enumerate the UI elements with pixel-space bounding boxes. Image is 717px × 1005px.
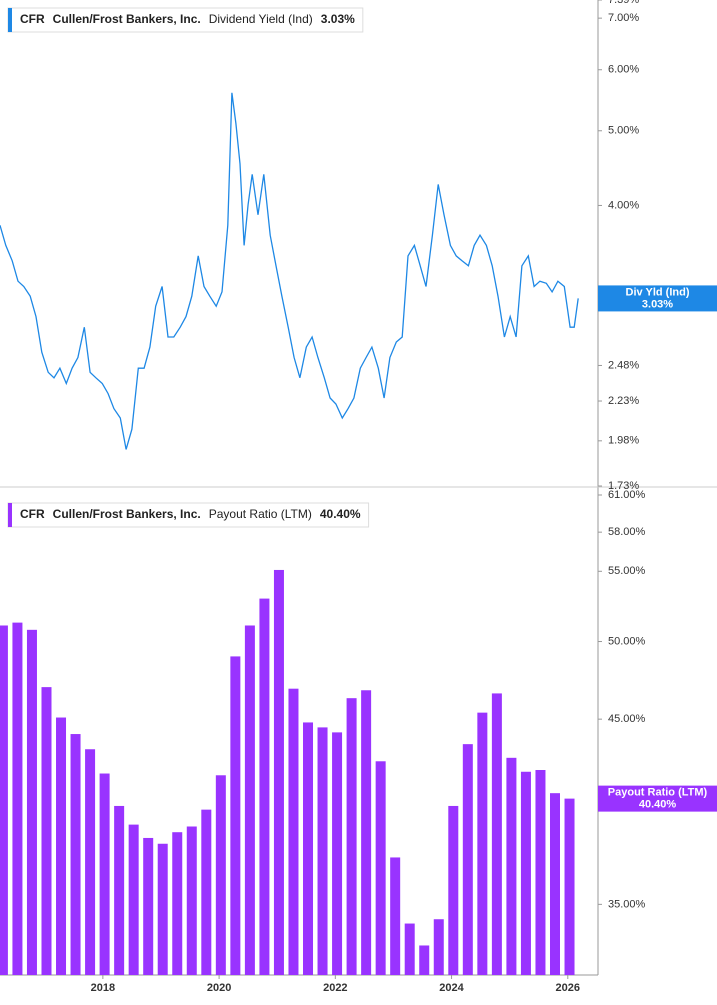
legend: CFR Cullen/Frost Bankers, Inc. Payout Rati… <box>7 502 370 528</box>
value-tag-name: Payout Ratio (LTM) <box>608 787 708 799</box>
bar <box>12 622 23 975</box>
bar <box>230 656 241 975</box>
bar <box>477 712 488 975</box>
value-tag-name: Div Yld (Ind) <box>626 286 690 298</box>
bar <box>26 629 37 975</box>
x-tick-label: 2024 <box>439 982 464 994</box>
value-tag-value: 3.03% <box>642 298 673 310</box>
bar <box>273 569 284 975</box>
legend-company: Cullen/Frost Bankers, Inc. <box>53 12 201 26</box>
bar <box>259 598 270 975</box>
bar <box>419 945 430 975</box>
bar <box>41 687 52 975</box>
bar <box>448 805 459 975</box>
bar <box>70 734 81 975</box>
bar <box>303 722 314 975</box>
bar <box>564 798 575 975</box>
bar <box>186 826 197 975</box>
y-tick-label: 61.00% <box>608 489 646 501</box>
bar <box>157 843 168 975</box>
bar <box>404 923 415 975</box>
legend-swatch <box>8 503 12 527</box>
bar <box>244 625 255 975</box>
bar <box>201 809 212 975</box>
legend-series-name: Payout Ratio (LTM) <box>209 507 312 521</box>
legend-ticker: CFR <box>20 507 45 521</box>
y-tick-label: 45.00% <box>608 713 646 725</box>
y-tick-label: 7.39% <box>608 0 639 6</box>
bar <box>491 693 502 975</box>
legend-last-value: 40.40% <box>320 507 361 521</box>
bar <box>433 919 444 975</box>
y-tick-label: 58.00% <box>608 526 646 538</box>
value-tag-value: 40.40% <box>639 799 677 811</box>
legend-box <box>7 7 364 33</box>
series-line <box>0 92 579 450</box>
legend-company: Cullen/Frost Bankers, Inc. <box>53 507 201 521</box>
bar <box>288 688 299 975</box>
y-tick-label: 55.00% <box>608 565 646 577</box>
x-tick-label: 2022 <box>323 982 347 994</box>
bar <box>172 832 183 975</box>
bar <box>375 761 386 975</box>
y-tick-label: 4.00% <box>608 199 639 211</box>
bar <box>332 732 343 975</box>
bar <box>520 771 531 975</box>
bar <box>56 717 67 975</box>
bar <box>361 690 372 975</box>
y-tick-label: 2.48% <box>608 359 639 371</box>
x-tick-label: 2020 <box>207 982 231 994</box>
y-tick-label: 6.00% <box>608 64 639 76</box>
bar <box>462 744 473 975</box>
bar <box>85 749 96 975</box>
legend-swatch <box>8 8 12 32</box>
bar <box>390 857 401 975</box>
legend-last-value: 3.03% <box>321 12 355 26</box>
value-tag <box>598 285 717 312</box>
bar <box>128 824 139 975</box>
bar <box>549 793 560 975</box>
bar <box>99 773 110 975</box>
y-tick-label: 2.23% <box>608 395 639 407</box>
bar <box>506 757 517 975</box>
x-tick-label: 2026 <box>556 982 580 994</box>
bar <box>215 775 226 975</box>
bar <box>0 625 8 975</box>
bar <box>346 698 357 975</box>
bar <box>317 727 328 975</box>
bar <box>114 805 125 975</box>
y-tick-label: 35.00% <box>608 898 646 910</box>
legend-ticker: CFR <box>20 12 45 26</box>
legend-series-name: Dividend Yield (Ind) <box>209 12 313 26</box>
y-tick-label: 1.73% <box>608 480 639 492</box>
y-tick-label: 5.00% <box>608 125 639 137</box>
x-tick-label: 2018 <box>91 982 115 994</box>
legend-box <box>7 502 370 528</box>
value-tag <box>598 785 717 812</box>
y-tick-label: 7.00% <box>608 12 639 24</box>
y-tick-label: 50.00% <box>608 635 646 647</box>
legend: CFR Cullen/Frost Bankers, Inc. Dividend Yi… <box>7 7 364 33</box>
bar <box>143 837 154 975</box>
bar <box>535 770 546 975</box>
y-tick-label: 1.98% <box>608 435 639 447</box>
